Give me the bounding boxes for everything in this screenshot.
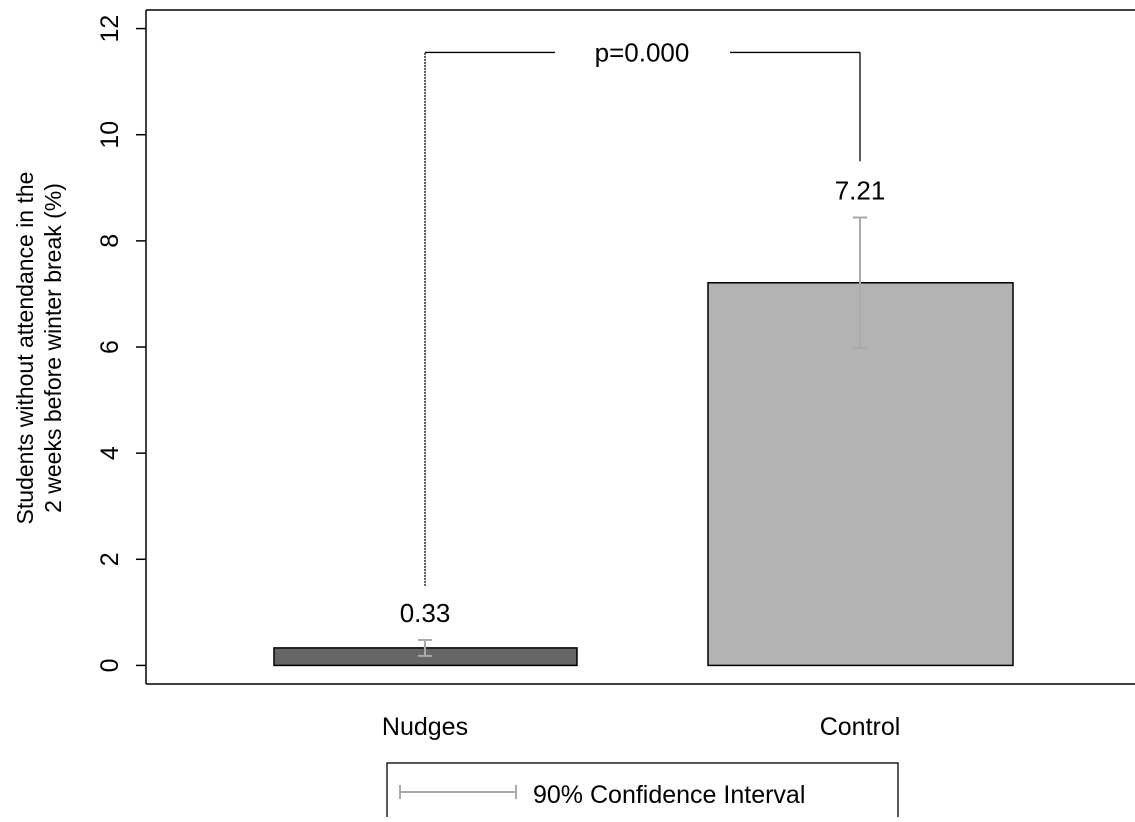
x-category-label: Control (820, 713, 901, 741)
y-tick-label: 0 (96, 658, 124, 672)
p-value-label: p=0.000 (595, 37, 690, 67)
legend-label: 90% Confidence Interval (533, 781, 805, 809)
value-label: 7.21 (835, 176, 886, 206)
y-tick-label: 6 (96, 340, 124, 354)
y-tick-label: 2 (96, 552, 124, 566)
value-label: 0.33 (400, 598, 451, 628)
y-axis-title-line-1: Students without attendance in the (12, 172, 38, 525)
y-tick-label: 12 (96, 15, 124, 43)
y-tick-label: 10 (96, 121, 124, 149)
x-category-label: Nudges (382, 713, 468, 741)
y-tick-label: 4 (96, 446, 124, 460)
y-axis-title-line-2: 2 weeks before winter break (%) (40, 183, 66, 513)
y-tick-label: 8 (96, 234, 124, 248)
